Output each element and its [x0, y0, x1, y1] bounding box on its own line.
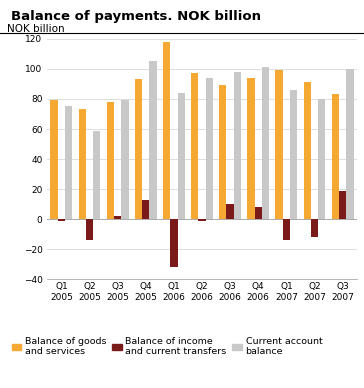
Bar — [219, 85, 226, 219]
Bar — [142, 200, 150, 219]
Text: Balance of payments. NOK billion: Balance of payments. NOK billion — [11, 10, 261, 23]
Bar — [311, 219, 318, 237]
Bar — [234, 72, 241, 219]
Bar — [346, 69, 354, 219]
Bar — [262, 68, 269, 219]
Bar — [290, 90, 297, 219]
Bar — [191, 73, 198, 219]
Bar — [276, 70, 283, 219]
Text: NOK billion: NOK billion — [7, 24, 65, 34]
Bar — [304, 82, 311, 219]
Legend: Balance of goods
and services, Balance of income
and current transfers, Current : Balance of goods and services, Balance o… — [12, 337, 322, 357]
Bar — [114, 216, 121, 219]
Bar — [178, 93, 185, 219]
Bar — [198, 219, 206, 221]
Bar — [255, 207, 262, 219]
Bar — [65, 106, 72, 219]
Bar — [206, 78, 213, 219]
Bar — [86, 219, 93, 240]
Bar — [121, 100, 128, 219]
Bar — [226, 204, 234, 219]
Bar — [318, 99, 325, 219]
Bar — [163, 42, 170, 219]
Bar — [247, 78, 255, 219]
Bar — [332, 94, 339, 219]
Bar — [50, 100, 58, 219]
Bar — [150, 61, 157, 219]
Bar — [58, 219, 65, 221]
Bar — [283, 219, 290, 240]
Bar — [93, 130, 100, 219]
Bar — [79, 109, 86, 219]
Bar — [339, 191, 346, 219]
Bar — [135, 80, 142, 219]
Bar — [170, 219, 178, 267]
Bar — [107, 102, 114, 219]
